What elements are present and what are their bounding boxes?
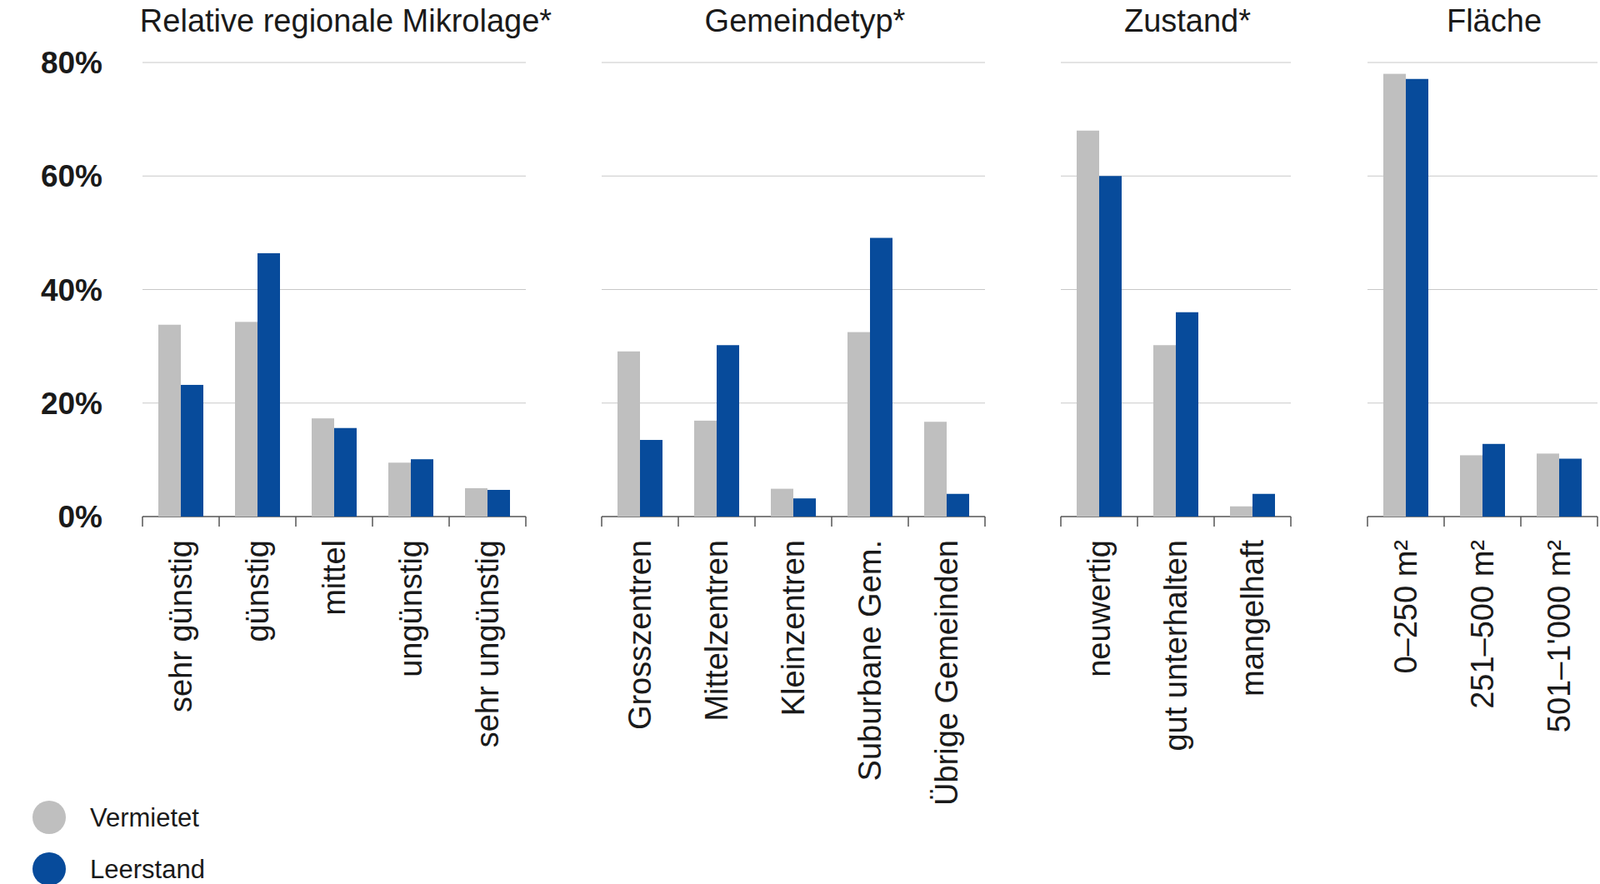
bar (388, 462, 411, 517)
category-label: Mittelzentren (699, 540, 735, 722)
bar (158, 325, 181, 517)
grid-line (601, 62, 985, 64)
category-tick (600, 516, 603, 527)
panel: Zustand* neuwertig gut unterhalten mangelha… (1060, 3, 1291, 752)
bar (1099, 175, 1122, 517)
category-tick (754, 516, 756, 527)
category-label: Übrige Gemeinden (929, 540, 965, 806)
bar (465, 488, 488, 517)
bar (180, 385, 204, 517)
grid-line (1060, 62, 1291, 64)
panel-title: Gemeindetyp* (705, 3, 906, 39)
category-label: sehr günstig (163, 540, 199, 713)
grid-line (1367, 62, 1598, 64)
bar (640, 440, 663, 517)
category-tick (1136, 516, 1139, 527)
category-tick (295, 516, 297, 527)
bar (1175, 312, 1199, 517)
legend-swatch (32, 800, 66, 835)
grid-line (142, 175, 526, 177)
bar (1405, 79, 1429, 517)
bar (946, 494, 970, 517)
bar (617, 351, 640, 517)
category-tick (1290, 516, 1292, 527)
bars (617, 238, 970, 517)
bars (1076, 130, 1275, 517)
panel: Fläche 0–250 m² 251–500 m² 501–1'000 m² (1367, 3, 1598, 733)
bar (487, 490, 510, 517)
category-tick (830, 516, 833, 527)
category-tick (1060, 516, 1062, 527)
bar (1153, 345, 1176, 517)
bar (1482, 444, 1505, 517)
grid-line (601, 402, 985, 404)
bar (1076, 130, 1100, 517)
grid-line (601, 289, 985, 290)
grid-line (601, 175, 985, 177)
bar (716, 345, 740, 517)
category-tick (448, 516, 450, 527)
bar (1252, 494, 1275, 517)
category-label: 0–250 m² (1388, 540, 1424, 675)
category-tick (1520, 516, 1522, 527)
y-tick-label: 80% (40, 45, 103, 80)
grid-line (142, 289, 526, 290)
category-label: Grosszentren (622, 540, 658, 730)
grid-line (142, 62, 526, 64)
bar (694, 420, 717, 517)
category-tick (371, 516, 374, 527)
category-label: günstig (240, 540, 275, 643)
y-tick-label: 40% (40, 273, 103, 308)
bar (870, 238, 893, 517)
category-label: Kleinzentren (775, 540, 811, 716)
bar (1230, 506, 1253, 517)
panel: Relative regionale Mikrolage* 0% 20% 40% 60%… (40, 3, 552, 748)
legend-swatch (32, 852, 66, 884)
category-label: neuwertig (1081, 540, 1117, 678)
panel-title: Relative regionale Mikrolage* (140, 3, 552, 39)
legend-label: Leerstand (90, 855, 205, 884)
y-tick-label: 60% (40, 159, 103, 194)
category-label: mittel (316, 540, 352, 616)
category-tick (1596, 516, 1599, 527)
bars (158, 253, 510, 517)
legend-label: Vermietet (90, 803, 200, 833)
category-tick (1213, 516, 1215, 527)
bar (924, 421, 947, 517)
legend: Vermietet Leerstand (32, 800, 205, 884)
bar (1536, 453, 1560, 517)
category-label: gut unterhalten (1158, 540, 1194, 752)
bar (257, 253, 280, 517)
category-tick (677, 516, 680, 527)
panel-title: Fläche (1446, 3, 1542, 39)
category-label: mangelhaft (1235, 540, 1270, 697)
category-label: sehr ungünstig (470, 540, 505, 748)
bar (235, 321, 258, 517)
panel-title: Zustand* (1124, 3, 1251, 39)
category-tick (218, 516, 220, 527)
category-tick (525, 516, 527, 527)
y-tick-label: 20% (40, 386, 103, 421)
bar (793, 498, 816, 517)
bar (334, 428, 357, 517)
bars (1383, 74, 1582, 517)
category-label: Suburbane Gem. (852, 540, 888, 781)
category-label: ungünstig (393, 540, 429, 678)
category-tick (141, 516, 144, 527)
category-label: 251–500 m² (1465, 540, 1500, 710)
bar (311, 418, 335, 517)
category-tick (907, 516, 910, 527)
y-tick-label: 0% (58, 500, 103, 535)
category-tick (1366, 516, 1369, 527)
bar (1383, 74, 1406, 517)
bar (410, 459, 434, 517)
bar (1559, 459, 1582, 517)
category-tick (984, 516, 986, 527)
bar (847, 332, 870, 517)
category-tick (1443, 516, 1445, 527)
bar (1460, 455, 1483, 517)
panel: Gemeindetyp* Grosszentren Mittelzentren Kle… (601, 3, 985, 806)
category-label: 501–1'000 m² (1541, 540, 1577, 733)
bar (770, 489, 794, 517)
